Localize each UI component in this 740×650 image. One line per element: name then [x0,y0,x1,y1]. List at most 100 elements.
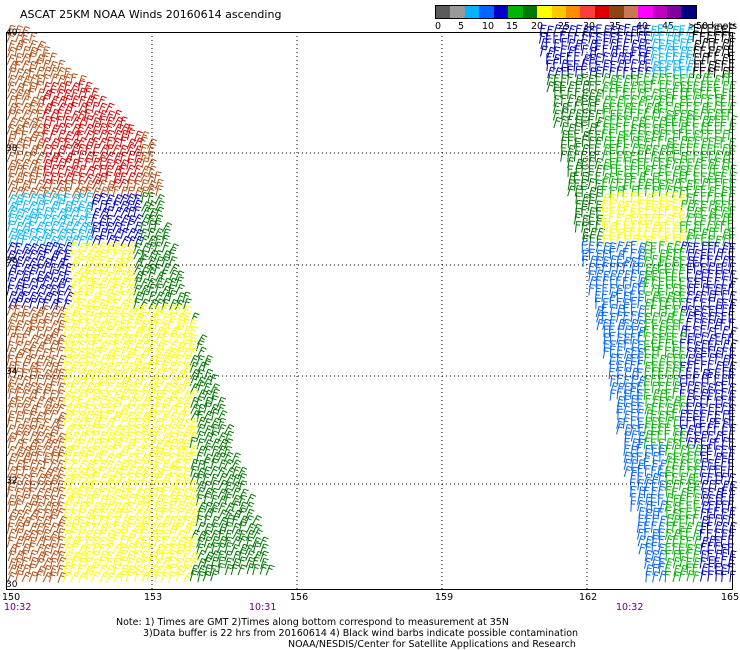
scale-swatch [522,6,538,18]
wind-barb [573,59,580,72]
wind-barb [664,39,674,51]
wind-barb [637,60,646,72]
wind-barb [630,58,639,71]
scale-label: 10 [482,21,495,32]
wind-barb [609,52,619,64]
wind-barb [685,46,694,58]
wind-barb [615,45,623,57]
scale-swatch [450,6,465,18]
wind-barb [546,59,553,72]
wind-barb [713,25,721,37]
wind-barb [644,30,652,43]
scale-label: 20 [531,21,544,32]
scale-swatch [594,6,610,18]
wind-barb [14,45,23,57]
wind-barb [651,38,660,50]
scale-swatch [623,6,639,18]
wind-barb [20,38,30,50]
wind-barb [14,60,22,72]
wind-barb [679,38,687,50]
scale-swatch [652,6,667,18]
wind-barb [580,39,588,51]
pass-time-middle: 10:31 [249,602,277,613]
wind-barb [708,37,715,50]
wind-barb [658,31,666,43]
wind-barb [693,52,701,65]
wind-barb [700,24,708,36]
wind-barb [540,45,549,57]
wind-barb [629,51,636,64]
scale-swatch [551,6,566,18]
wind-barb [589,59,596,71]
note-line-1: Note: 1) Times are GMT 2)Times along bot… [116,617,509,628]
wind-speed-color-scale [435,5,697,19]
wind-barb [546,25,554,37]
wind-barb [665,52,673,64]
wind-barb [693,39,702,51]
lon-label-165: 165 [721,592,740,603]
wind-barb [672,25,680,37]
wind-barb [622,52,631,64]
wind-barb [616,24,625,37]
wind-barb [692,45,701,57]
wind-barb [678,30,685,43]
wind-barb [7,46,17,58]
lon-label-153: 153 [144,592,163,603]
wind-barb [678,58,685,71]
wind-barb [594,52,603,65]
wind-barb [721,30,729,43]
wind-barb [638,51,646,64]
wind-barb [658,39,666,51]
wind-barb [581,44,589,57]
wind-barb [693,23,700,36]
wind-barb [566,51,573,64]
wind-barb [546,46,556,58]
wind-barb [672,39,680,51]
wind-barb [638,44,646,57]
wind-barb [559,52,566,65]
scale-swatch [580,6,595,18]
wind-barb [714,30,722,43]
wind-barb [707,60,716,72]
wind-barb [567,60,573,72]
wind-barb [700,46,707,58]
lat-label-36: 36 [6,256,18,266]
wind-barb [575,24,583,36]
scale-swatch [464,6,480,18]
wind-barb [673,59,680,72]
scale-swatch [638,6,653,18]
wind-barb [636,24,643,37]
map-frame [6,32,733,590]
wind-barb [672,45,680,58]
wind-barb [552,46,561,58]
wind-barb [630,25,639,38]
scale-label: 5 [458,21,465,32]
scale-swatch [508,6,523,18]
wind-barb [21,53,32,64]
wind-barb [617,59,626,71]
wind-barb [28,60,38,72]
wind-barb [588,25,597,38]
wind-barb [679,52,687,64]
wind-barb [42,59,52,71]
wind-barb [721,38,730,50]
scale-swatch [609,6,624,18]
scale-swatch [565,6,581,18]
scale-swatch [436,6,451,18]
wind-barb [643,24,651,37]
wind-barb [623,23,631,36]
wind-barb [700,32,706,44]
wind-barb [637,38,647,50]
scale-label: 40 [636,21,649,32]
wind-barb [596,24,602,36]
lat-label-30: 30 [6,580,18,590]
wind-barb [56,59,66,71]
wind-barb [721,25,728,37]
wind-barb [714,51,720,64]
wind-barb [34,45,44,57]
wind-barb [707,52,714,64]
scale-swatch [667,6,682,18]
wind-barb [28,39,38,51]
wind-barb [539,24,547,36]
wind-barb [560,31,566,43]
